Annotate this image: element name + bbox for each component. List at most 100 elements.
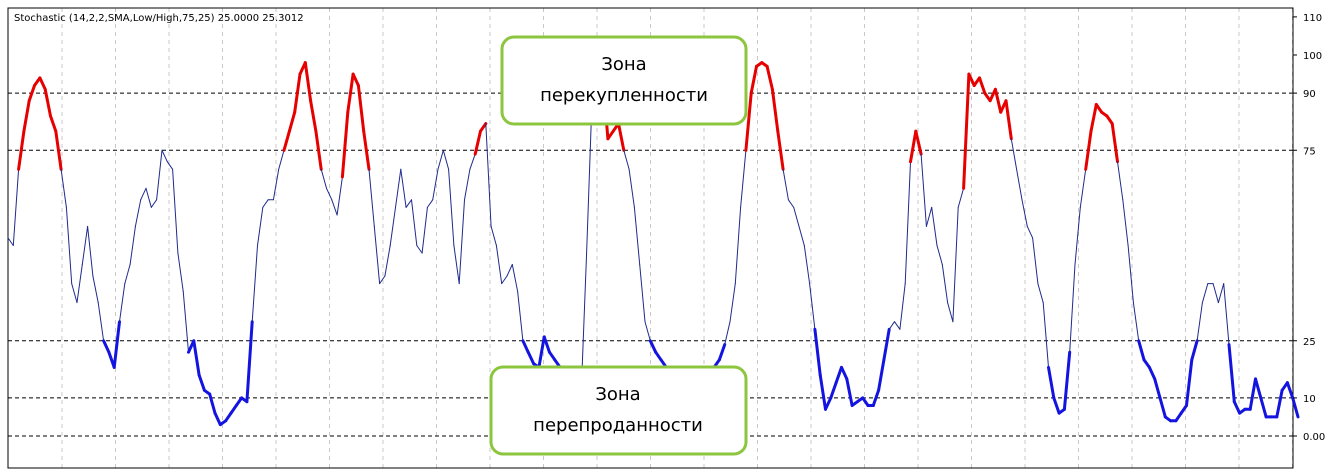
- series-segment: [362, 129, 371, 171]
- series-segment: [124, 264, 131, 285]
- series-segment: [87, 225, 94, 277]
- series-segment: [495, 245, 503, 285]
- series-segment: [840, 365, 849, 381]
- series-segment: [368, 168, 375, 227]
- series-segment: [1062, 350, 1072, 411]
- series-segment: [27, 84, 36, 103]
- series-segment: [421, 206, 428, 254]
- series-segment: [272, 168, 280, 201]
- series-segment: [803, 245, 811, 285]
- series-segment: [102, 339, 111, 354]
- series-segment: [7, 237, 14, 246]
- series-segment: [1042, 302, 1049, 368]
- series-segment: [1052, 396, 1061, 415]
- series-segment: [1137, 339, 1146, 362]
- series-segment: [829, 381, 838, 400]
- series-segment: [309, 99, 318, 133]
- series-segment: [740, 149, 747, 208]
- series-segment: [156, 149, 163, 201]
- series-segment: [978, 76, 987, 95]
- series-segment: [834, 365, 843, 385]
- series-segment: [957, 187, 965, 208]
- series-segment: [182, 290, 189, 353]
- series-segment: [617, 122, 626, 152]
- series-segment: [1079, 168, 1087, 208]
- series-segment: [1179, 404, 1188, 415]
- series-segment: [346, 72, 355, 114]
- series-segment: [1089, 103, 1098, 133]
- series-segment: [1147, 365, 1157, 381]
- y-tick-label: 100: [1303, 51, 1322, 62]
- overbought-callout-line2: перекупленности: [540, 85, 708, 106]
- series-segment: [351, 72, 360, 87]
- y-tick-label: 0.00: [1303, 432, 1325, 443]
- series-segment: [38, 76, 47, 91]
- overbought-callout: Зона перекупленности: [500, 35, 748, 126]
- series-segment: [112, 320, 121, 369]
- series-segment: [877, 358, 886, 392]
- series-segment: [458, 199, 465, 285]
- series-segment: [1190, 339, 1199, 362]
- series-segment: [1127, 245, 1134, 304]
- series-segment: [909, 129, 918, 164]
- series-segment: [1094, 103, 1104, 114]
- series-segment: [623, 149, 630, 170]
- series-segment: [278, 149, 285, 170]
- series-segment: [941, 264, 949, 304]
- series-segment: [798, 225, 805, 246]
- series-segment: [473, 129, 482, 156]
- series-segment: [416, 245, 423, 254]
- series-segment: [1174, 411, 1183, 423]
- series-segment: [287, 110, 297, 133]
- series-segment: [208, 392, 217, 415]
- series-segment: [888, 321, 895, 330]
- series-segment: [501, 275, 508, 285]
- series-segment: [521, 339, 530, 354]
- series-segment: [894, 321, 901, 330]
- y-tick-label: 25: [1303, 337, 1316, 348]
- series-segment: [644, 321, 651, 342]
- series-segment: [134, 199, 142, 227]
- series-segment: [1254, 377, 1263, 400]
- series-segment: [1248, 377, 1257, 411]
- y-tick-label: 75: [1303, 146, 1316, 157]
- series-segment: [161, 149, 168, 163]
- series-segment: [1196, 302, 1203, 342]
- series-segment: [197, 373, 206, 392]
- series-segment: [12, 168, 20, 246]
- series-segment: [1232, 400, 1242, 415]
- series-segment: [81, 225, 89, 265]
- series-segment: [824, 396, 833, 411]
- series-segment: [464, 168, 471, 201]
- series-segment: [293, 72, 302, 114]
- series-segment: [776, 129, 785, 171]
- series-segment: [166, 161, 174, 170]
- oversold-callout: Зона перепроданности: [489, 365, 748, 456]
- series-segment: [925, 206, 933, 227]
- series-segment: [1074, 206, 1081, 265]
- series-segment: [1217, 283, 1225, 304]
- series-segment: [606, 129, 615, 141]
- series-segment: [119, 283, 126, 323]
- series-segment: [936, 245, 943, 265]
- series-segment: [426, 199, 434, 208]
- series-segment: [405, 199, 412, 208]
- series-segment: [65, 206, 73, 285]
- series-segment: [1032, 237, 1039, 285]
- series-segment: [177, 252, 184, 292]
- y-tick-label: 10: [1303, 394, 1316, 405]
- series-segment: [245, 320, 254, 404]
- series-segment: [1047, 365, 1056, 400]
- series-segment: [845, 377, 854, 407]
- series-segment: [962, 72, 971, 190]
- series-segment: [511, 264, 519, 292]
- series-segment: [729, 283, 736, 323]
- series-segment: [60, 168, 67, 208]
- series-segment: [251, 245, 258, 323]
- series-segment: [336, 176, 343, 216]
- series-segment: [1117, 161, 1124, 201]
- series-segment: [952, 206, 959, 323]
- series-segment: [765, 64, 774, 91]
- series-segment: [914, 129, 923, 156]
